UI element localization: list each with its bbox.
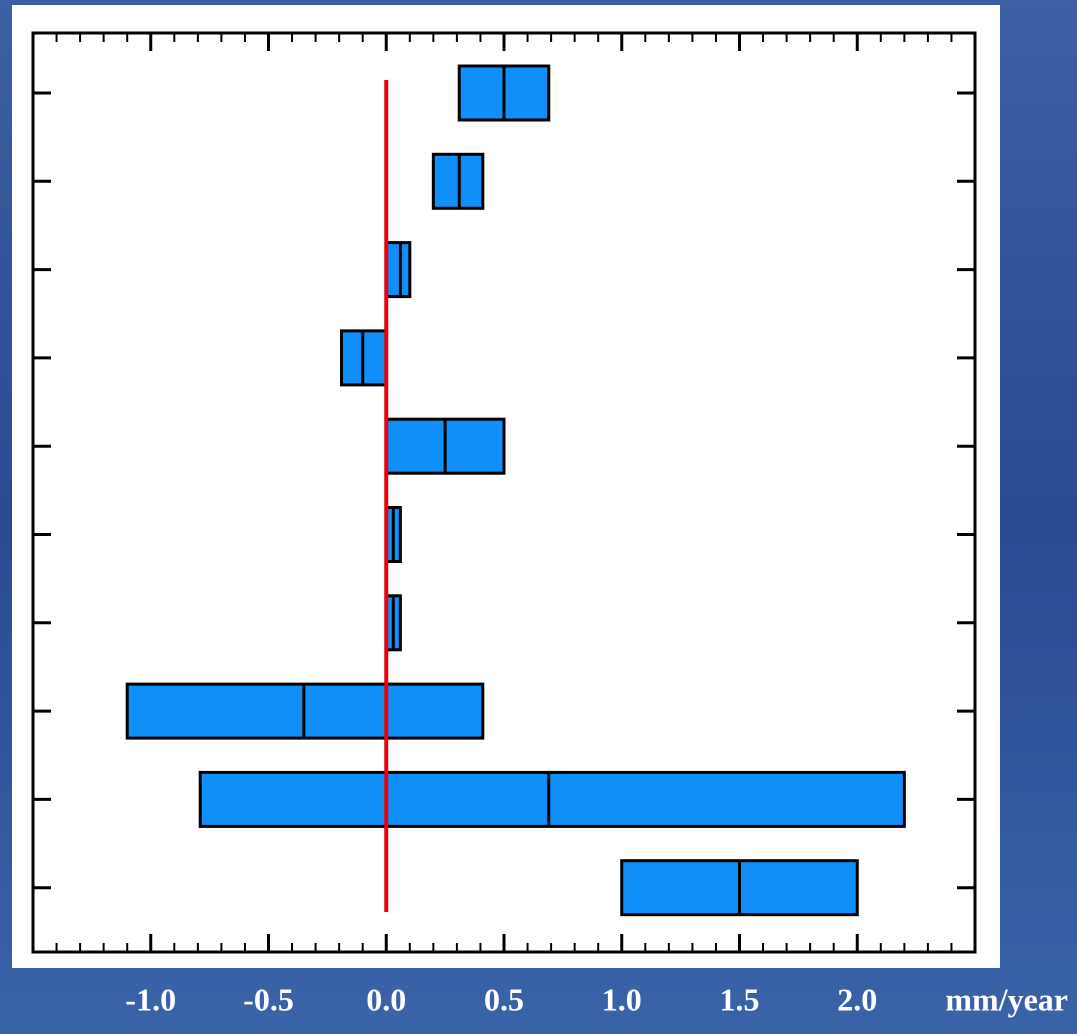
x-tick-label: 2.0 [837, 981, 877, 1017]
x-tick-label: 0.5 [484, 981, 524, 1017]
range-bar [386, 243, 410, 297]
x-tick-label: -0.5 [243, 981, 294, 1017]
x-tick-label: -1.0 [125, 981, 176, 1017]
x-tick-label: 1.5 [720, 981, 760, 1017]
x-tick-label: 0.0 [366, 981, 406, 1017]
x-tick-label: 1.0 [602, 981, 642, 1017]
x-axis-label: mm/year [945, 981, 1068, 1017]
range-bar [200, 772, 904, 826]
chart: -1.0 -0.5 0.0 0.5 1.0 1.5 2.0 mm/year [0, 0, 1077, 1034]
